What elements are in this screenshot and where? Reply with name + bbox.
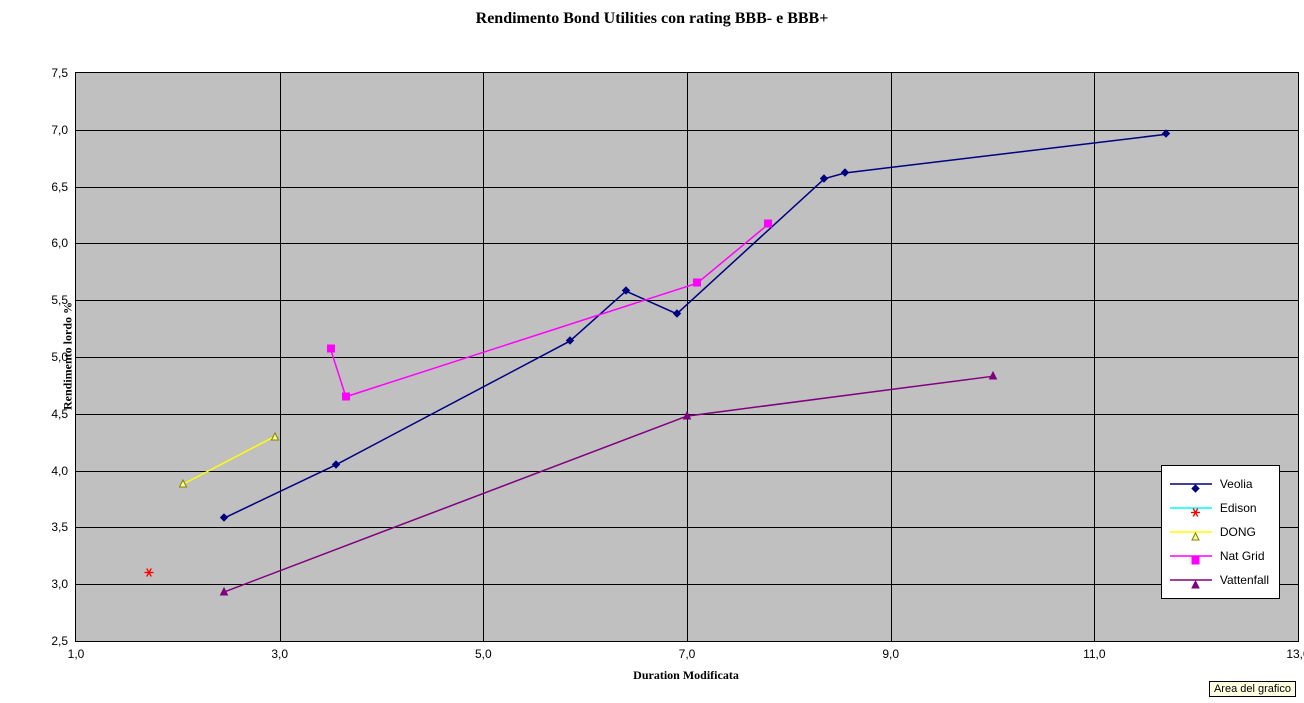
x-tick-label: 9,0 — [882, 647, 899, 661]
data-marker[interactable] — [764, 215, 773, 233]
data-marker[interactable] — [341, 388, 350, 406]
x-tick-label: 11,0 — [1083, 647, 1105, 661]
y-tick-label: 6,5 — [51, 180, 68, 194]
series-line-veolia[interactable] — [224, 134, 1166, 518]
tooltip-area-del-grafico: Area del grafico — [1209, 681, 1296, 697]
y-tick-label: 6,0 — [51, 236, 68, 250]
legend-label: Nat Grid — [1220, 549, 1265, 563]
legend-swatch — [1170, 571, 1212, 589]
x-axis-label: Duration Modificata — [633, 668, 739, 689]
legend-swatch — [1170, 547, 1212, 565]
data-marker[interactable] — [693, 274, 702, 292]
data-marker[interactable] — [840, 164, 849, 182]
data-marker[interactable] — [683, 407, 692, 425]
data-marker[interactable] — [178, 475, 187, 493]
x-tick-label: 13,0 — [1286, 647, 1304, 661]
data-marker[interactable] — [145, 564, 154, 582]
y-tick-label: 3,0 — [51, 577, 68, 591]
legend-item[interactable]: DONG — [1170, 520, 1269, 544]
legend-item[interactable]: Edison — [1170, 496, 1269, 520]
y-tick-label: 5,0 — [51, 350, 68, 364]
legend-swatch — [1170, 475, 1212, 493]
x-tick-label: 1,0 — [68, 647, 85, 661]
x-tick-label: 5,0 — [475, 647, 492, 661]
x-tick-label: 3,0 — [271, 647, 288, 661]
data-marker[interactable] — [326, 340, 335, 358]
y-tick-label: 4,5 — [51, 407, 68, 421]
legend-item[interactable]: Vattenfall — [1170, 568, 1269, 592]
x-tick-label: 7,0 — [679, 647, 696, 661]
y-tick-label: 2,5 — [51, 634, 68, 648]
data-marker[interactable] — [331, 456, 340, 474]
chart-title: Rendimento Bond Utilities con rating BBB… — [0, 10, 1304, 28]
legend-label: Vattenfall — [1220, 573, 1269, 587]
y-tick-label: 7,0 — [51, 123, 68, 137]
series-line-dong[interactable] — [183, 437, 275, 485]
data-marker[interactable] — [219, 583, 228, 601]
plot-area[interactable]: 2,53,03,54,04,55,05,56,06,57,07,51,03,05… — [75, 72, 1299, 642]
data-marker[interactable] — [565, 332, 574, 350]
series-line-nat-grid[interactable] — [331, 224, 769, 397]
data-marker[interactable] — [672, 305, 681, 323]
legend-item[interactable]: Veolia — [1170, 472, 1269, 496]
y-tick-label: 3,5 — [51, 520, 68, 534]
legend[interactable]: Veolia Edison DONG Nat Grid Vattenfall — [1161, 465, 1280, 599]
data-marker[interactable] — [988, 367, 997, 385]
data-marker[interactable] — [219, 509, 228, 527]
data-marker[interactable] — [270, 428, 279, 446]
legend-label: Edison — [1220, 501, 1257, 515]
series-lines — [76, 73, 1298, 641]
chart-wrapper: Rendimento Bond Utilities con rating BBB… — [0, 0, 1304, 703]
data-marker[interactable] — [621, 282, 630, 300]
legend-label: DONG — [1220, 525, 1256, 539]
legend-swatch — [1170, 523, 1212, 541]
y-tick-label: 5,5 — [51, 293, 68, 307]
legend-label: Veolia — [1220, 477, 1253, 491]
legend-swatch — [1170, 499, 1212, 517]
data-marker[interactable] — [820, 170, 829, 188]
series-line-vattenfall[interactable] — [224, 376, 993, 592]
y-tick-label: 7,5 — [51, 66, 68, 80]
data-marker[interactable] — [1161, 125, 1170, 143]
legend-item[interactable]: Nat Grid — [1170, 544, 1269, 568]
y-tick-label: 4,0 — [51, 464, 68, 478]
